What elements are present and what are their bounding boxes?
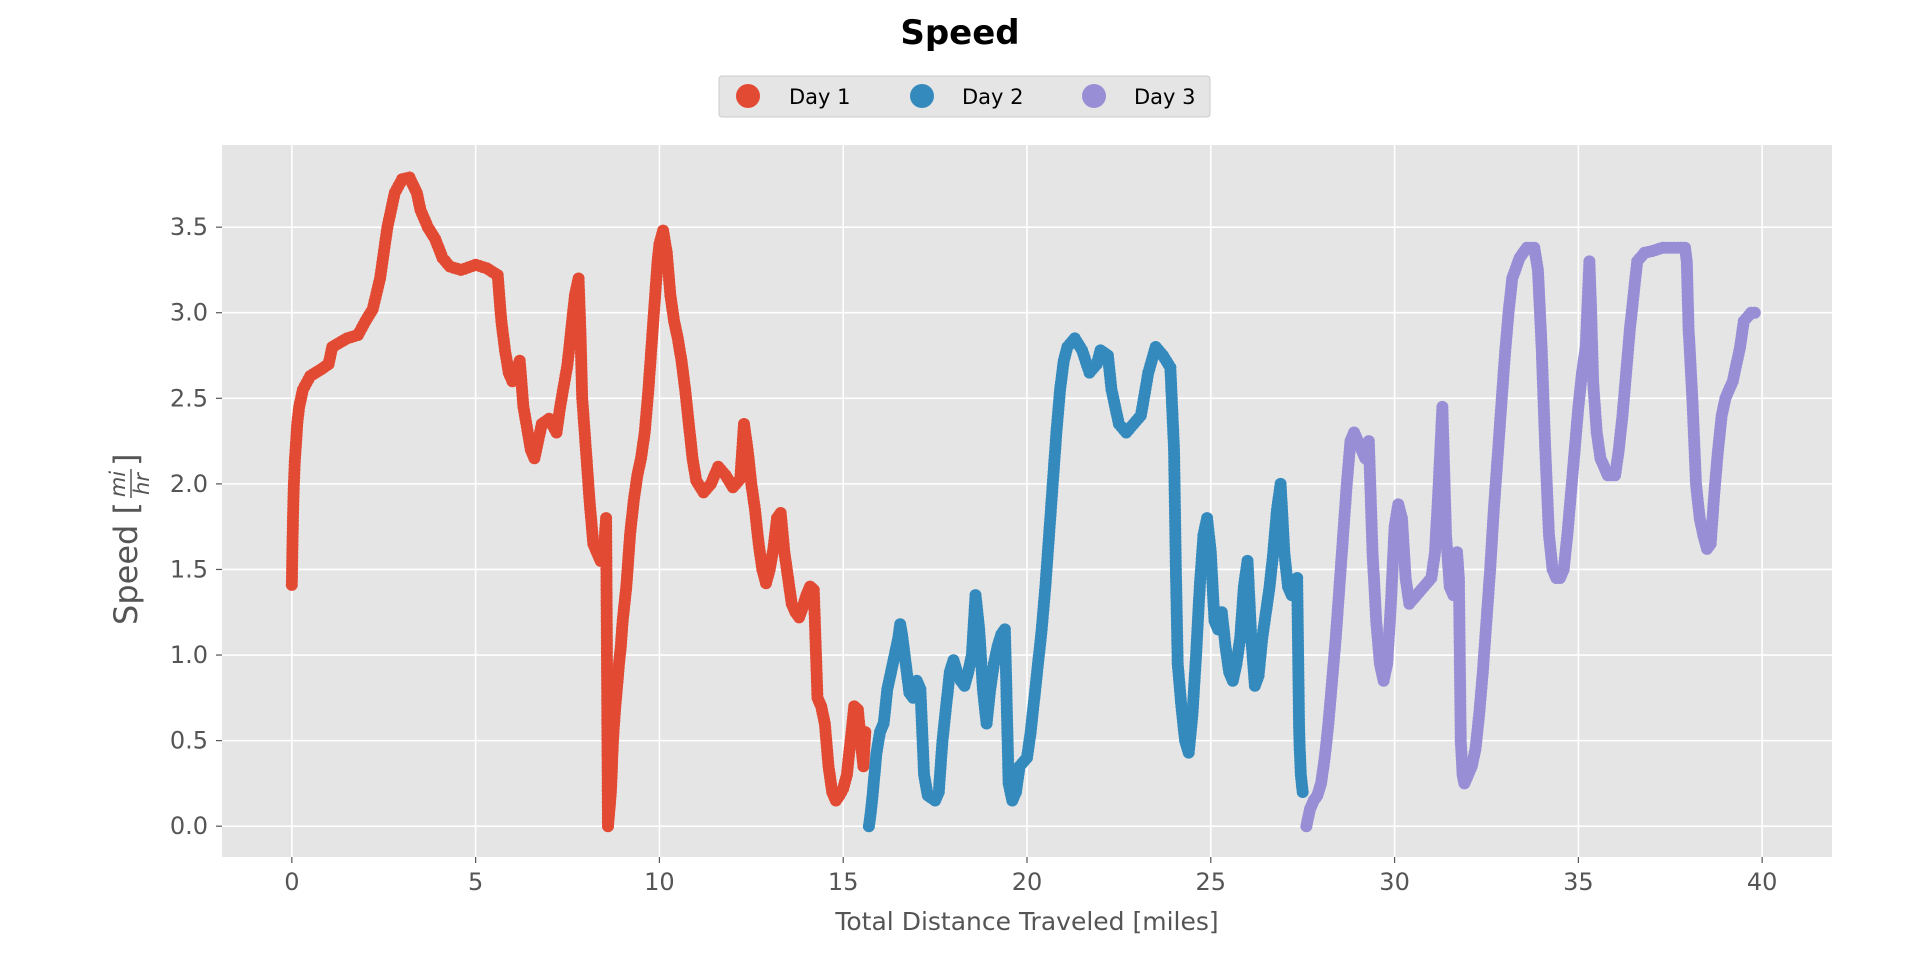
x-tick-label: 0 bbox=[284, 868, 299, 896]
y-tick-labels: 0.0 0.5 1.0 1.5 2.0 2.5 3.0 3.5 bbox=[170, 213, 222, 840]
y-axis-label: Speed [ mi hr ] bbox=[106, 454, 154, 625]
y-tick-label: 1.0 bbox=[170, 641, 208, 669]
y-tick-label: 2.5 bbox=[170, 384, 208, 412]
x-tick-label: 40 bbox=[1747, 868, 1778, 896]
legend: Day 1 Day 2 Day 3 bbox=[718, 75, 1211, 118]
x-tick-label: 5 bbox=[468, 868, 483, 896]
legend-marker-day-2 bbox=[910, 84, 934, 108]
x-tick-labels: 0 5 10 15 20 25 30 35 40 bbox=[284, 857, 1777, 896]
x-tick-label: 15 bbox=[828, 868, 859, 896]
y-tick-label: 0.5 bbox=[170, 727, 208, 755]
x-tick-label: 25 bbox=[1196, 868, 1227, 896]
data-point bbox=[1296, 786, 1309, 798]
y-axis-label-suffix: ] bbox=[107, 454, 145, 466]
legend-marker-day-3 bbox=[1082, 84, 1106, 108]
x-tick-label: 35 bbox=[1563, 868, 1594, 896]
x-tick-label: 30 bbox=[1379, 868, 1410, 896]
y-axis-label-unit-num: mi bbox=[106, 471, 130, 497]
legend-marker-day-1 bbox=[736, 84, 760, 108]
y-tick-label: 0.0 bbox=[170, 812, 208, 840]
legend-label-day-2: Day 2 bbox=[962, 85, 1024, 109]
y-tick-label: 2.0 bbox=[170, 470, 208, 498]
legend-label-day-1: Day 1 bbox=[789, 85, 851, 109]
series-3 bbox=[1300, 241, 1761, 833]
data-point bbox=[1748, 306, 1761, 319]
series-2 bbox=[862, 332, 1309, 833]
series-1 bbox=[285, 171, 872, 833]
chart-title: Speed bbox=[900, 13, 1019, 53]
legend-label-day-3: Day 3 bbox=[1134, 85, 1196, 109]
y-axis-label-prefix: Speed [ bbox=[107, 502, 145, 625]
y-tick-label: 3.0 bbox=[170, 299, 208, 327]
x-axis-label: Total Distance Traveled [miles] bbox=[834, 907, 1218, 936]
y-tick-label: 1.5 bbox=[170, 555, 208, 583]
data-points bbox=[285, 171, 1761, 833]
y-axis-label-unit-den: hr bbox=[130, 472, 154, 495]
x-tick-label: 10 bbox=[644, 868, 675, 896]
data-point bbox=[859, 726, 872, 739]
y-tick-label: 3.5 bbox=[170, 213, 208, 241]
x-tick-label: 20 bbox=[1012, 868, 1043, 896]
